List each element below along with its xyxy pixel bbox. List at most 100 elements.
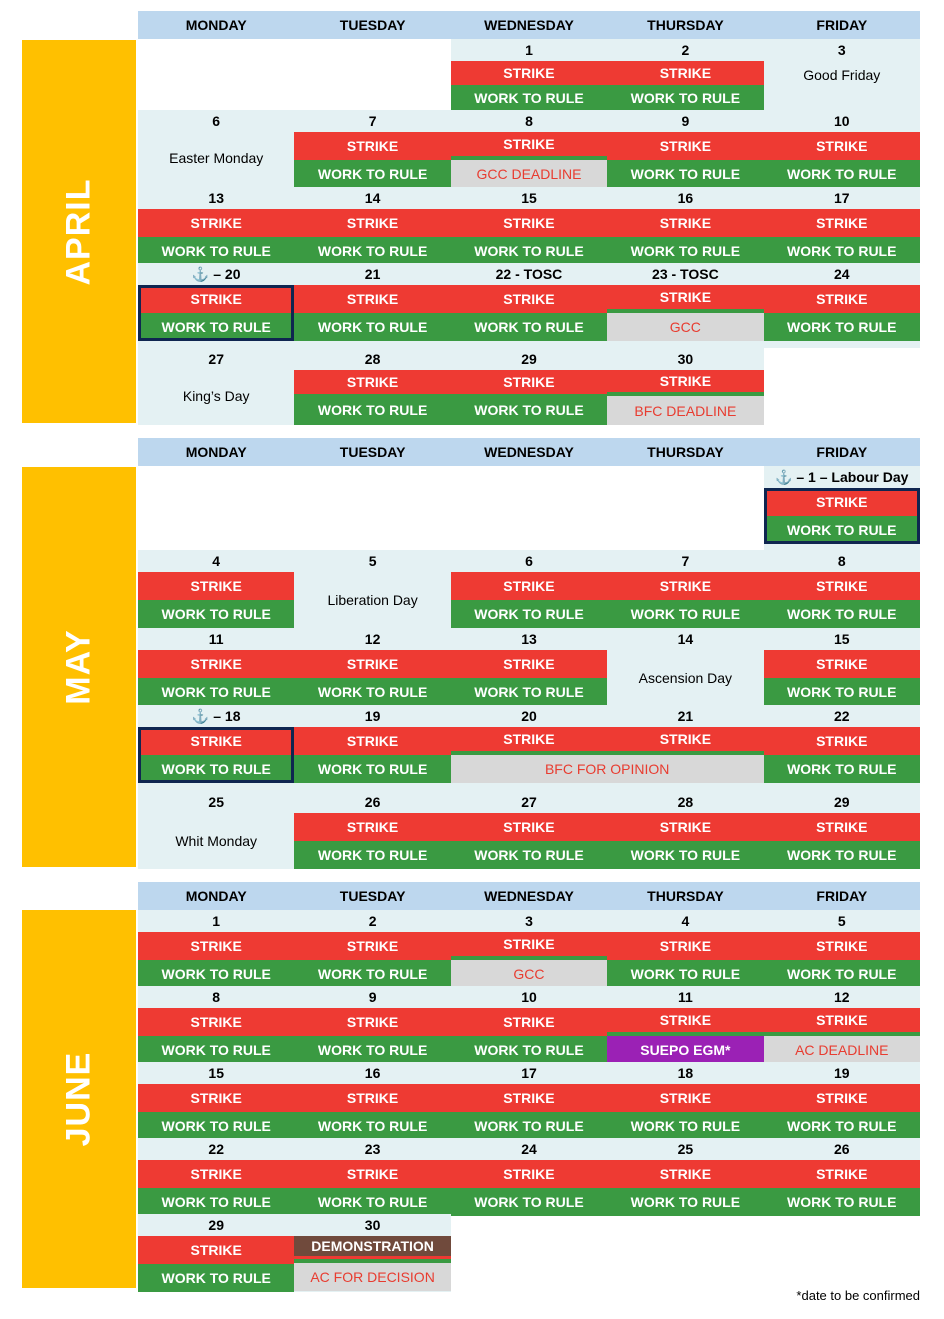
day-cell: 13 STRIKE WORK TO RULE: [450, 628, 608, 706]
work-to-rule-bar: WORK TO RULE: [607, 85, 764, 110]
ac-for-decision-event: AC FOR DECISION: [294, 1263, 451, 1291]
week-row: ⚓ – 18 STRIKE WORK TO RULE 19 STRIKE WOR…: [138, 705, 920, 791]
day-cell: 22 STRIKE WORK TO RULE: [138, 1138, 295, 1216]
day-cell: 25 Whit Monday: [138, 791, 295, 869]
strike-bar: STRIKE: [294, 813, 451, 841]
date-label: 21: [677, 708, 694, 724]
strike-bar: STRIKE: [138, 727, 295, 755]
day-cell: 1 STRIKE WORK TO RULE: [138, 910, 295, 988]
empty-day: [451, 466, 607, 550]
strike-bar: STRIKE: [138, 1084, 295, 1112]
date-label: 4: [681, 913, 690, 929]
week-row: 29 STRIKE WORK TO RULE 30 DEMONSTRATION …: [138, 1214, 920, 1292]
date-label: 6: [525, 553, 533, 569]
empty-day: [294, 39, 450, 110]
work-to-rule-bar: WORK TO RULE: [294, 678, 451, 706]
highlighted-strike-day: STRIKE WORK TO RULE: [763, 488, 920, 544]
day-cell: 8 STRIKE WORK TO RULE: [763, 550, 920, 628]
date-label: 21: [364, 266, 381, 282]
strike-bar: STRIKE: [763, 209, 920, 237]
day-cell: 2 STRIKE WORK TO RULE: [294, 910, 451, 988]
strike-bar: STRIKE: [450, 285, 608, 313]
day-cell: 9 STRIKE WORK TO RULE: [294, 986, 451, 1064]
date-label: 8: [525, 113, 533, 129]
work-to-rule-bar: WORK TO RULE: [607, 960, 764, 988]
date-label: 29: [833, 794, 850, 810]
work-to-rule-bar: WORK TO RULE: [763, 313, 920, 341]
week-row: 1 STRIKE WORK TO RULE 2 STRIKE WORK TO R…: [138, 39, 920, 110]
holiday-label: Liberation Day: [327, 592, 418, 608]
date-label: 1: [525, 42, 533, 58]
date-label: 10: [521, 989, 537, 1005]
weekday-header: MONDAY TUESDAY WEDNESDAY THURSDAY FRIDAY: [138, 438, 920, 466]
month-label-may: MAY: [59, 629, 98, 705]
strike-bar: STRIKE: [607, 1008, 764, 1032]
date-label: 29: [208, 1217, 224, 1233]
week-row: 27 King’s Day 28 STRIKE WORK TO RULE 29 …: [138, 348, 920, 425]
work-to-rule-bar: WORK TO RULE: [607, 600, 764, 628]
day-cell: ⚓ – 18 STRIKE WORK TO RULE: [138, 705, 295, 791]
strike-bar: STRIKE: [294, 1160, 451, 1188]
may-band: MAY: [22, 467, 136, 867]
gcc-event: GCC: [450, 960, 608, 988]
date-label: 19: [364, 708, 381, 724]
strike-bar: STRIKE: [294, 727, 451, 755]
wtr-strip: [450, 751, 764, 755]
day-cell: 10 STRIKE WORK TO RULE: [450, 986, 608, 1064]
weekday-tuesday: TUESDAY: [339, 17, 406, 33]
date-label: 24: [521, 1141, 537, 1157]
day-cell: 17 STRIKE WORK TO RULE: [763, 187, 920, 265]
month-label-april: APRIL: [59, 178, 98, 285]
week-row: 8 STRIKE WORK TO RULE 9 STRIKE WORK TO R…: [138, 986, 920, 1064]
date-label: 13: [521, 631, 537, 647]
date-label: 27: [521, 794, 537, 810]
strike-bar: STRIKE: [138, 1008, 295, 1036]
weekday-header: MONDAY TUESDAY WEDNESDAY THURSDAY FRIDAY: [138, 11, 920, 39]
day-cell: 6 Easter Monday: [138, 110, 295, 187]
empty-day: [764, 348, 920, 425]
day-cell: 18 STRIKE WORK TO RULE: [607, 1062, 764, 1140]
day-cell: 19 STRIKE WORK TO RULE: [763, 1062, 920, 1140]
work-to-rule-bar: WORK TO RULE: [294, 960, 451, 988]
day-cell: 17 STRIKE WORK TO RULE: [450, 1062, 608, 1140]
work-to-rule-bar: WORK TO RULE: [763, 1112, 920, 1140]
day-cell: 24 STRIKE WORK TO RULE: [763, 263, 920, 348]
weekday-wednesday: WEDNESDAY: [484, 17, 574, 33]
day-cell: 15 STRIKE WORK TO RULE: [763, 628, 920, 706]
strike-bar: STRIKE: [607, 132, 764, 160]
day-cell: 13 STRIKE WORK TO RULE: [138, 187, 295, 265]
date-label: 15: [208, 1065, 224, 1081]
strike-bar: STRIKE: [763, 488, 920, 516]
day-cell: 11 STRIKE WORK TO RULE: [138, 628, 295, 706]
work-to-rule-bar: WORK TO RULE: [138, 678, 295, 706]
work-to-rule-bar: WORK TO RULE: [294, 841, 451, 869]
weekday-thursday: THURSDAY: [647, 444, 724, 460]
weekday-thursday: THURSDAY: [647, 17, 724, 33]
date-label: 17: [833, 190, 850, 206]
strike-bar: STRIKE: [450, 813, 608, 841]
date-label: 7: [681, 553, 690, 569]
date-label: 3: [525, 913, 533, 929]
empty-day: [607, 1214, 763, 1292]
date-label: ⚓ – 20: [191, 265, 241, 282]
suepo-egm-event: SUEPO EGM*: [607, 1036, 764, 1064]
day-cell: 12 STRIKE AC DEADLINE: [763, 986, 920, 1064]
date-label: 3: [837, 42, 846, 58]
day-cell: 28 STRIKE WORK TO RULE: [294, 348, 451, 425]
date-label: ⚓ – 1 – Labour Day: [775, 468, 909, 485]
week-row: 22 STRIKE WORK TO RULE 23 STRIKE WORK TO…: [138, 1138, 920, 1216]
wtr-strip: [763, 1032, 920, 1036]
work-to-rule-bar: WORK TO RULE: [763, 960, 920, 988]
day-cell: 14 Ascension Day: [607, 628, 764, 705]
strike-bar: STRIKE: [763, 650, 920, 678]
strike-bar: STRIKE: [138, 650, 295, 678]
empty-day: [607, 466, 763, 550]
day-cell: 29 STRIKE WORK TO RULE: [763, 791, 920, 869]
date-label: 2: [681, 42, 690, 58]
date-label: 12: [364, 631, 381, 647]
date-label: 14: [364, 190, 381, 206]
strike-bar: STRIKE: [763, 1160, 920, 1188]
day-cell: 23 - TOSC STRIKE GCC: [607, 263, 764, 348]
day-cell: 22 - TOSC STRIKE WORK TO RULE: [450, 263, 608, 348]
day-cell: 14 STRIKE WORK TO RULE: [294, 187, 451, 265]
